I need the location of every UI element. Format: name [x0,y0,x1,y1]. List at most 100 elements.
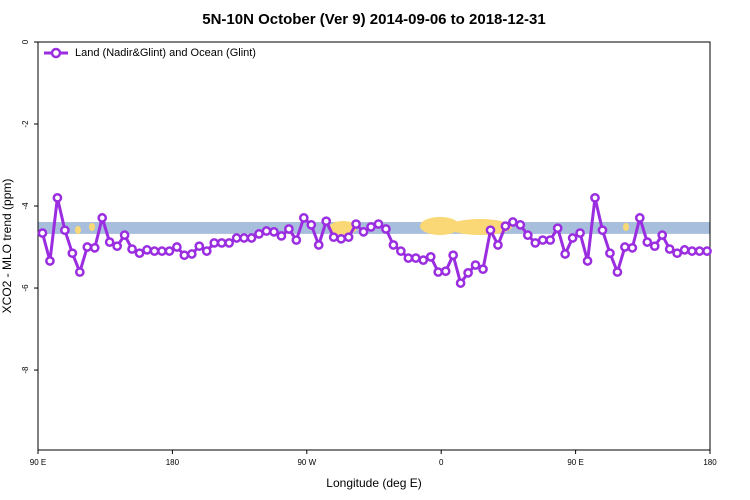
point [605,248,615,259]
point [597,225,608,236]
point [440,266,451,277]
x-tick-label: 180 [703,458,717,467]
y-tick-label: -4 [21,202,30,210]
point [82,242,93,252]
point [620,242,630,252]
point [485,225,496,236]
point [679,245,690,255]
point [530,238,541,248]
point [522,230,533,240]
point [328,232,339,243]
point [634,213,645,223]
point [313,240,324,250]
land-patches [75,217,629,235]
point [552,223,563,234]
point [702,246,712,256]
point [493,240,503,250]
point [127,244,137,254]
point [89,242,100,253]
point [194,241,205,252]
legend: Land (Nadir&Glint) and Ocean (Glint) [44,47,256,59]
point [164,246,175,256]
point [687,246,697,256]
point [112,241,122,252]
x-tick-label: 0 [439,458,444,467]
point [612,267,623,277]
point [97,213,108,223]
legend-marker [50,47,62,59]
point [649,241,660,252]
point [500,221,511,231]
point [567,233,578,243]
point [239,233,249,243]
point [664,244,675,254]
point [373,219,384,229]
point [60,225,70,236]
point [157,246,167,256]
point [254,229,264,239]
point [515,220,526,230]
point [298,213,309,223]
point [396,246,406,256]
point [67,248,78,259]
y-tick-label: -6 [21,284,30,292]
point [627,242,638,253]
point [358,227,369,237]
point [508,217,518,227]
point [582,256,593,266]
point [119,230,130,240]
point [45,256,55,266]
legend-label: Land (Nadir&Glint) and Ocean (Glint) [75,47,256,59]
point [149,246,160,256]
point [410,253,421,263]
point [575,228,585,238]
x-tick-label: 90 W [297,458,316,467]
point [381,224,391,234]
point [537,235,548,245]
point [209,238,220,248]
point [179,250,190,261]
plot-frame [37,41,711,451]
point [545,235,556,245]
point [291,235,302,245]
point [590,192,600,203]
point [463,268,473,278]
point [276,231,287,241]
point [425,252,436,262]
point [455,278,466,288]
point [418,255,429,265]
point [134,248,145,259]
point [433,267,444,277]
point [172,242,182,252]
point [261,226,272,236]
x-tick-label: 180 [166,458,180,467]
point [351,219,361,229]
point [470,260,481,270]
point [321,216,332,227]
series-line [41,197,708,287]
point [366,222,376,232]
point [224,238,234,248]
y-axis-label: XCO2 - MLO trend (ppm) [0,179,14,314]
point [142,245,152,255]
point [104,237,115,247]
point [52,192,63,203]
y-tick-label: -2 [21,120,30,128]
point [388,240,399,250]
point [186,249,197,259]
point [657,230,668,240]
x-tick-label: 90 E [567,458,583,467]
point [403,253,414,263]
point [672,248,682,259]
point [694,246,705,256]
chart-title: 5N-10N October (Ver 9) 2014-09-06 to 201… [202,11,546,28]
point [74,267,85,277]
point [284,224,294,234]
point [478,264,488,275]
point [306,220,317,230]
x-axis-label: Longitude (deg E) [326,476,421,490]
point [448,250,458,261]
point [642,237,653,247]
point [216,238,227,248]
point [343,232,354,243]
